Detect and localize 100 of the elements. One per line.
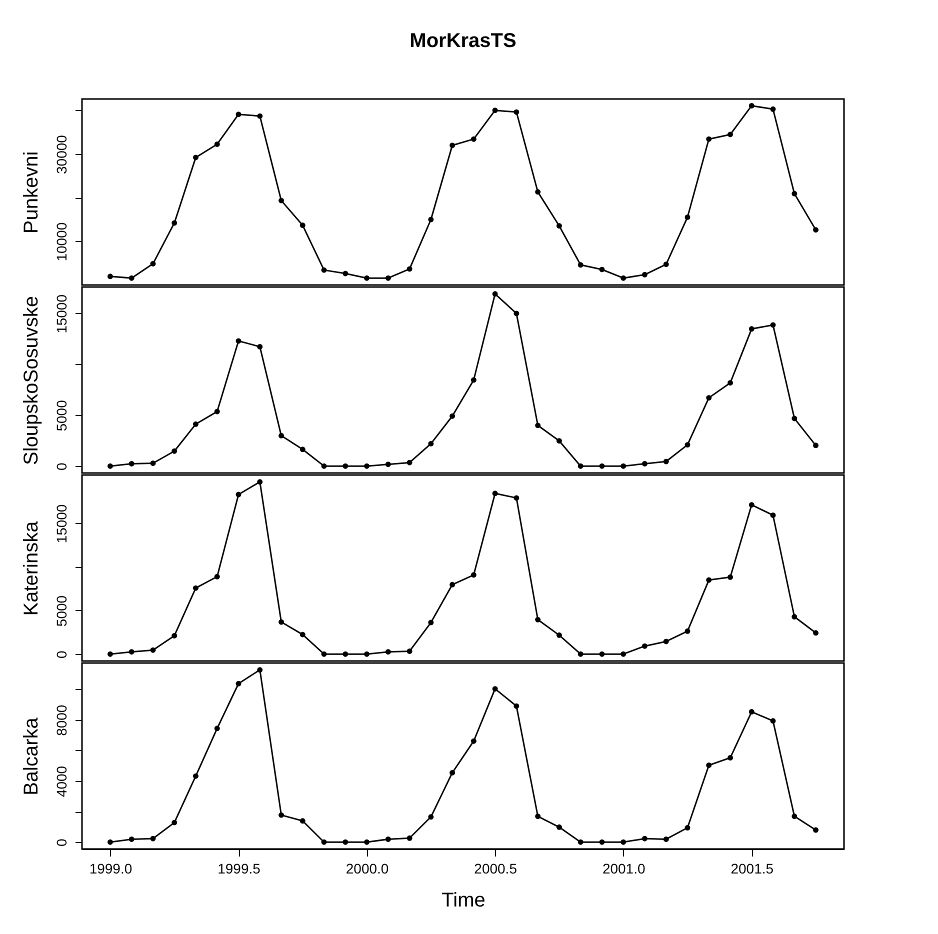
point	[706, 136, 712, 142]
point	[364, 463, 370, 469]
point	[813, 227, 819, 233]
point	[107, 463, 113, 469]
point	[128, 275, 134, 281]
point	[428, 440, 434, 446]
point	[813, 442, 819, 448]
y-tick-label: 10000	[54, 222, 70, 262]
point	[642, 643, 648, 649]
point	[236, 680, 242, 686]
point	[706, 395, 712, 401]
point	[599, 839, 605, 845]
point	[278, 432, 284, 438]
point	[728, 132, 734, 138]
y-tick-label: 5000	[54, 400, 70, 432]
point	[300, 222, 306, 228]
point	[684, 628, 690, 634]
point	[172, 632, 178, 638]
point	[192, 585, 198, 591]
point	[642, 461, 648, 466]
point	[620, 275, 626, 281]
point	[278, 812, 284, 818]
point	[578, 839, 584, 845]
point	[150, 647, 156, 653]
point	[535, 189, 541, 195]
point	[278, 619, 284, 625]
point	[450, 770, 456, 776]
point	[172, 220, 178, 226]
x-tick-label: 2001.0	[602, 860, 646, 876]
point	[514, 109, 520, 115]
point	[385, 836, 391, 842]
point	[748, 326, 754, 332]
x-tick-label: 2001.5	[730, 860, 774, 876]
point	[236, 112, 242, 118]
point	[642, 836, 648, 842]
point	[406, 266, 412, 272]
point	[172, 820, 178, 826]
point	[214, 408, 220, 414]
point	[684, 442, 690, 448]
point	[642, 272, 648, 278]
point	[364, 651, 370, 657]
point	[450, 142, 456, 148]
point	[770, 106, 776, 112]
point	[128, 461, 134, 466]
point	[321, 267, 327, 273]
point	[128, 836, 134, 842]
point	[663, 262, 669, 268]
point	[470, 377, 476, 383]
point	[748, 709, 754, 714]
point	[172, 448, 178, 454]
point	[214, 574, 220, 580]
y-tick-label: 8000	[54, 704, 70, 736]
y-tick-label: 15000	[54, 504, 70, 544]
point	[257, 667, 263, 673]
point	[150, 261, 156, 266]
point	[556, 438, 562, 444]
point	[556, 632, 562, 638]
y-tick-label: 5000	[54, 595, 70, 627]
point	[450, 413, 456, 419]
point	[107, 839, 113, 845]
point	[556, 824, 562, 830]
point	[535, 814, 541, 820]
point	[192, 773, 198, 779]
point	[385, 649, 391, 655]
point	[236, 492, 242, 498]
y-tick-label: 0	[54, 650, 70, 659]
point	[748, 502, 754, 508]
point	[321, 651, 327, 657]
point	[192, 154, 198, 160]
point	[470, 738, 476, 744]
y-axis-title: Katerinska	[20, 520, 42, 616]
point	[663, 458, 669, 464]
point	[300, 818, 306, 824]
point	[150, 836, 156, 842]
point	[620, 463, 626, 469]
x-tick-label: 1999.5	[218, 860, 261, 876]
point	[278, 198, 284, 204]
point	[770, 718, 776, 724]
x-axis-title: Time	[442, 890, 486, 912]
x-tick-label: 2000.5	[474, 860, 518, 876]
point	[257, 479, 263, 485]
point	[257, 344, 263, 350]
point	[728, 380, 734, 386]
point	[128, 649, 134, 655]
point	[684, 825, 690, 830]
chart-title: MorKrasTS	[410, 30, 516, 52]
y-tick-label: 0	[54, 462, 70, 470]
point	[342, 463, 348, 469]
point	[150, 460, 156, 466]
point	[792, 416, 798, 422]
point	[342, 651, 348, 657]
point	[406, 460, 412, 466]
point	[492, 108, 498, 114]
point	[770, 322, 776, 328]
point	[214, 726, 220, 732]
point	[620, 839, 626, 845]
point	[406, 835, 412, 841]
point	[300, 446, 306, 452]
y-tick-label: 0	[54, 838, 70, 847]
point	[813, 827, 819, 833]
